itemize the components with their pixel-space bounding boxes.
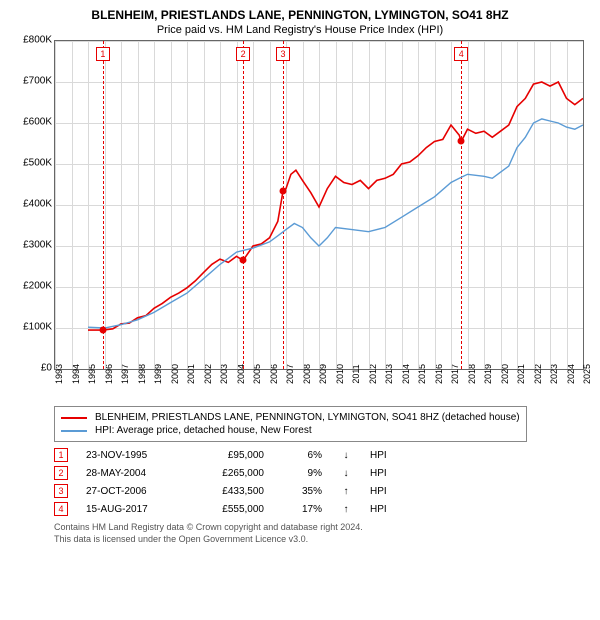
plot-area: 1 2 3 4: [54, 40, 584, 370]
y-axis: £0£100K£200K£300K£400K£500K£600K£700K£80…: [10, 40, 54, 370]
event-dot: [458, 138, 465, 145]
chart-area: £0£100K£200K£300K£400K£500K£600K£700K£80…: [10, 40, 590, 400]
event-row: 1 23-NOV-1995 £95,000 6% ↓ HPI: [54, 446, 590, 464]
series-line: [88, 119, 583, 328]
event-marker: 3: [276, 47, 290, 61]
event-hpi-label: HPI: [370, 450, 400, 461]
y-tick-label: £800K: [23, 35, 52, 46]
legend-row: BLENHEIM, PRIESTLANDS LANE, PENNINGTON, …: [61, 411, 520, 424]
y-tick-label: £0: [41, 363, 52, 374]
event-date: 27-OCT-2006: [86, 486, 176, 497]
event-marker-icon: 4: [54, 502, 68, 516]
event-price: £265,000: [194, 468, 264, 479]
footer-line-2: This data is licensed under the Open Gov…: [54, 534, 590, 546]
event-price: £95,000: [194, 450, 264, 461]
event-dot: [280, 188, 287, 195]
event-marker-icon: 2: [54, 466, 68, 480]
event-direction-icon: ↓: [340, 468, 352, 479]
chart-title: BLENHEIM, PRIESTLANDS LANE, PENNINGTON, …: [10, 8, 590, 22]
event-direction-icon: ↓: [340, 450, 352, 461]
event-direction-icon: ↑: [340, 486, 352, 497]
y-tick-label: £700K: [23, 76, 52, 87]
footer: Contains HM Land Registry data © Crown c…: [54, 522, 590, 545]
event-row: 2 28-MAY-2004 £265,000 9% ↓ HPI: [54, 464, 590, 482]
event-row: 4 15-AUG-2017 £555,000 17% ↑ HPI: [54, 500, 590, 518]
event-price: £555,000: [194, 504, 264, 515]
event-hpi-label: HPI: [370, 504, 400, 515]
chart-subtitle: Price paid vs. HM Land Registry's House …: [10, 24, 590, 36]
event-pct: 17%: [282, 504, 322, 515]
y-tick-label: £600K: [23, 117, 52, 128]
event-marker: 4: [454, 47, 468, 61]
event-date: 28-MAY-2004: [86, 468, 176, 479]
event-direction-icon: ↑: [340, 504, 352, 515]
legend-label: HPI: Average price, detached house, New …: [95, 425, 312, 436]
footer-line-1: Contains HM Land Registry data © Crown c…: [54, 522, 590, 534]
event-hpi-label: HPI: [370, 468, 400, 479]
events-table: 1 23-NOV-1995 £95,000 6% ↓ HPI 2 28-MAY-2004 £26…: [54, 446, 590, 518]
event-date: 23-NOV-1995: [86, 450, 176, 461]
event-marker: 2: [236, 47, 250, 61]
event-hpi-label: HPI: [370, 486, 400, 497]
y-tick-label: £100K: [23, 322, 52, 333]
event-row: 3 27-OCT-2006 £433,500 35% ↑ HPI: [54, 482, 590, 500]
chart-container: BLENHEIM, PRIESTLANDS LANE, PENNINGTON, …: [0, 0, 600, 620]
legend-swatch: [61, 417, 87, 419]
y-tick-label: £500K: [23, 158, 52, 169]
x-tick-label: 2025: [582, 364, 600, 384]
event-date: 15-AUG-2017: [86, 504, 176, 515]
event-pct: 6%: [282, 450, 322, 461]
chart-lines: [55, 41, 583, 369]
y-tick-label: £300K: [23, 240, 52, 251]
y-tick-label: £400K: [23, 199, 52, 210]
legend-label: BLENHEIM, PRIESTLANDS LANE, PENNINGTON, …: [95, 412, 520, 423]
x-axis: 1993199419951996199719981999200020012002…: [54, 372, 584, 400]
y-tick-label: £200K: [23, 281, 52, 292]
event-dot: [99, 327, 106, 334]
event-pct: 9%: [282, 468, 322, 479]
event-marker: 1: [96, 47, 110, 61]
event-marker-icon: 3: [54, 484, 68, 498]
legend-row: HPI: Average price, detached house, New …: [61, 424, 520, 437]
event-dot: [240, 257, 247, 264]
event-pct: 35%: [282, 486, 322, 497]
event-price: £433,500: [194, 486, 264, 497]
event-marker-icon: 1: [54, 448, 68, 462]
legend-swatch: [61, 430, 87, 432]
gridline-v: [583, 41, 584, 369]
legend: BLENHEIM, PRIESTLANDS LANE, PENNINGTON, …: [54, 406, 527, 442]
series-line: [88, 82, 583, 330]
